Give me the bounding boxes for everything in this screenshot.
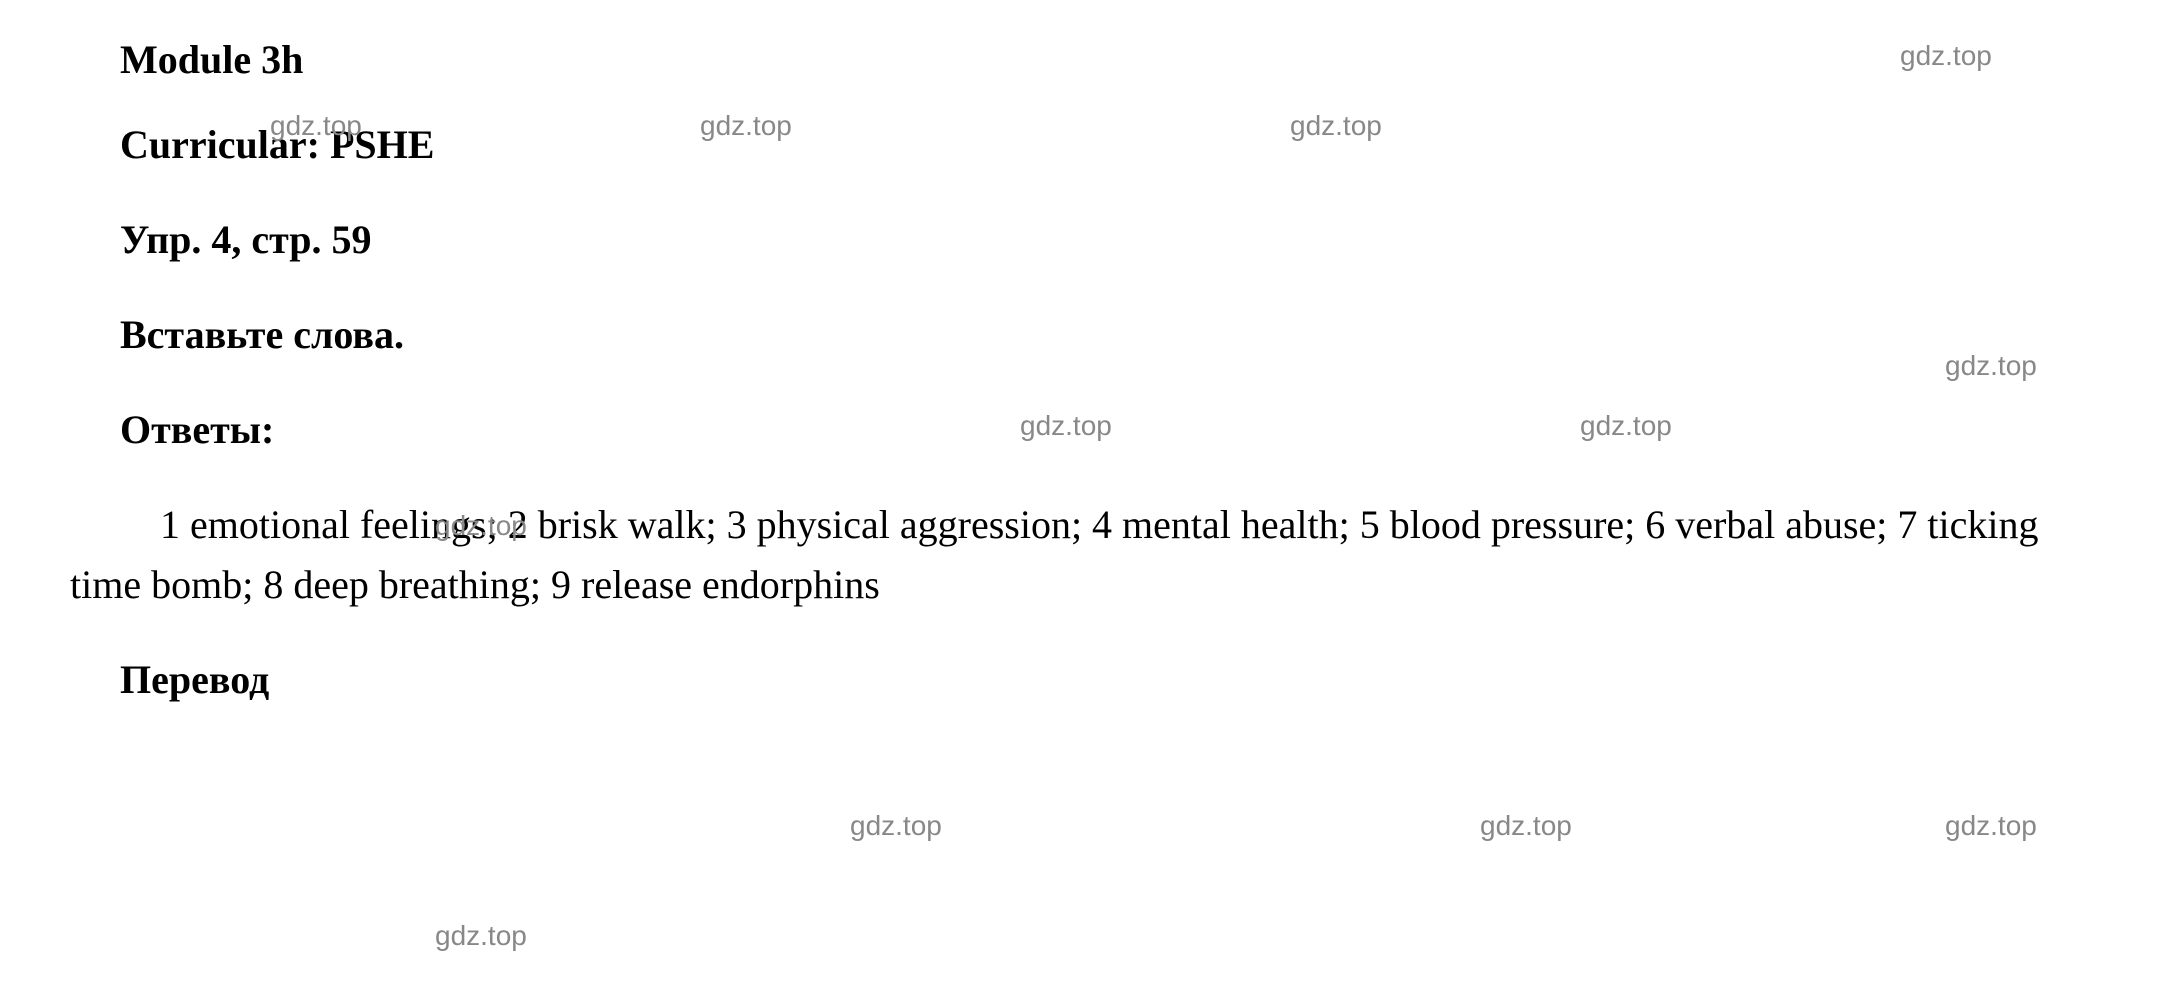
- curricular-heading: Curricular: PSHE: [70, 115, 2095, 175]
- answer-content: 1 emotional feelings; 2 brisk walk; 3 ph…: [70, 495, 2095, 615]
- exercise-instruction: Вставьте слова.: [70, 305, 2095, 365]
- watermark-text: gdz.top: [1945, 810, 2037, 842]
- module-heading: Module 3h: [70, 30, 2095, 90]
- exercise-reference: Упр. 4, стр. 59: [70, 210, 2095, 270]
- watermark-text: gdz.top: [850, 810, 942, 842]
- watermark-text: gdz.top: [435, 920, 527, 952]
- translation-label: Перевод: [70, 650, 2095, 710]
- watermark-text: gdz.top: [1480, 810, 1572, 842]
- answers-label: Ответы:: [70, 400, 2095, 460]
